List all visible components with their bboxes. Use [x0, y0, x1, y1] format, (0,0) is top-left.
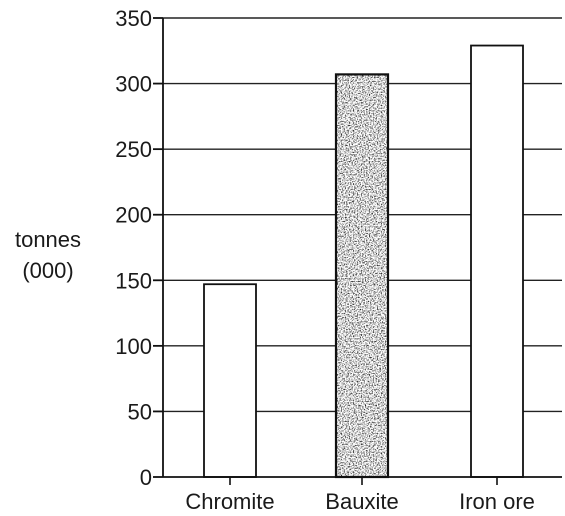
y-axis-label-line1: tonnes: [15, 227, 81, 252]
y-tick-label: 0: [140, 465, 152, 490]
x-tick-label: Bauxite: [325, 489, 398, 514]
y-tick-label: 150: [115, 268, 152, 293]
y-axis-label-line2: (000): [22, 258, 73, 283]
bar-chromite: [203, 283, 257, 478]
y-tick-label: 200: [115, 203, 152, 228]
x-tick-label: Iron ore: [459, 489, 535, 514]
y-tick-label: 300: [115, 72, 152, 97]
bar-bauxite: [334, 73, 390, 479]
bars: [203, 44, 524, 479]
x-tick-label: Chromite: [185, 489, 274, 514]
tick-labels: 0 50 100 150 200 250 300 350 Chromite Bauxite Iron…: [115, 6, 535, 514]
axes: [153, 17, 562, 485]
y-tick-label: 250: [115, 137, 152, 162]
y-tick-label: 50: [128, 399, 152, 424]
y-tick-label: 100: [115, 334, 152, 359]
bar-iron-ore: [470, 44, 524, 478]
y-tick-label: 350: [115, 6, 152, 31]
